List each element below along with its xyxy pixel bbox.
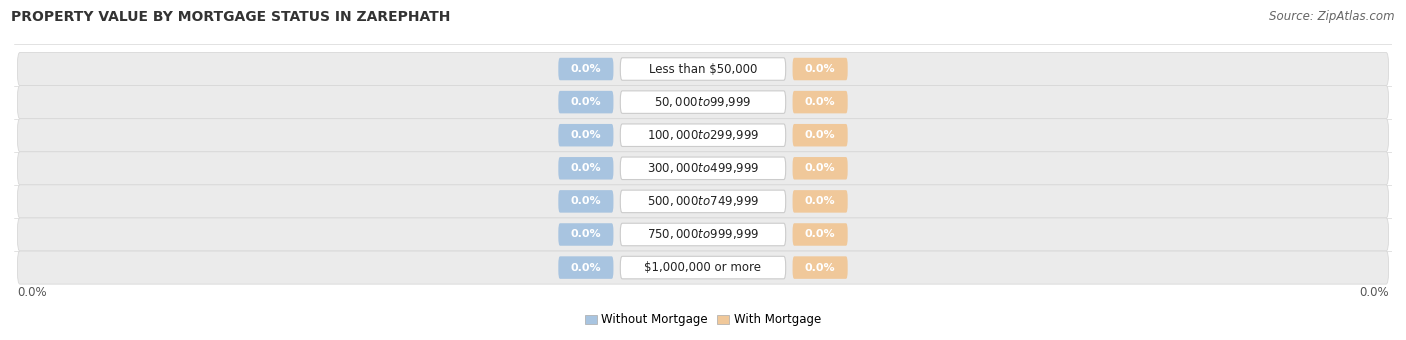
FancyBboxPatch shape: [17, 86, 1389, 119]
FancyBboxPatch shape: [620, 91, 786, 113]
Text: 0.0%: 0.0%: [804, 163, 835, 173]
FancyBboxPatch shape: [793, 91, 848, 113]
Text: 0.0%: 0.0%: [571, 130, 602, 140]
FancyBboxPatch shape: [558, 190, 613, 212]
FancyBboxPatch shape: [17, 152, 1389, 185]
FancyBboxPatch shape: [793, 124, 848, 147]
Text: $300,000 to $499,999: $300,000 to $499,999: [647, 161, 759, 175]
Text: 0.0%: 0.0%: [17, 286, 48, 299]
Text: 0.0%: 0.0%: [571, 230, 602, 239]
FancyBboxPatch shape: [620, 124, 786, 147]
Text: 0.0%: 0.0%: [571, 163, 602, 173]
FancyBboxPatch shape: [793, 256, 848, 279]
FancyBboxPatch shape: [17, 185, 1389, 218]
Text: 0.0%: 0.0%: [571, 97, 602, 107]
FancyBboxPatch shape: [558, 157, 613, 180]
Text: 0.0%: 0.0%: [804, 262, 835, 273]
FancyBboxPatch shape: [558, 124, 613, 147]
Text: 0.0%: 0.0%: [1358, 286, 1389, 299]
FancyBboxPatch shape: [620, 223, 786, 246]
FancyBboxPatch shape: [558, 58, 613, 80]
Text: 0.0%: 0.0%: [804, 97, 835, 107]
FancyBboxPatch shape: [793, 157, 848, 180]
FancyBboxPatch shape: [620, 256, 786, 279]
Text: 0.0%: 0.0%: [804, 64, 835, 74]
FancyBboxPatch shape: [558, 256, 613, 279]
FancyBboxPatch shape: [620, 190, 786, 212]
Text: Source: ZipAtlas.com: Source: ZipAtlas.com: [1270, 10, 1395, 23]
FancyBboxPatch shape: [17, 218, 1389, 251]
Text: $750,000 to $999,999: $750,000 to $999,999: [647, 227, 759, 241]
Text: PROPERTY VALUE BY MORTGAGE STATUS IN ZAREPHATH: PROPERTY VALUE BY MORTGAGE STATUS IN ZAR…: [11, 10, 450, 24]
Legend: Without Mortgage, With Mortgage: Without Mortgage, With Mortgage: [581, 309, 825, 331]
Text: $50,000 to $99,999: $50,000 to $99,999: [654, 95, 752, 109]
Text: $1,000,000 or more: $1,000,000 or more: [644, 261, 762, 274]
Text: $100,000 to $299,999: $100,000 to $299,999: [647, 128, 759, 142]
Text: 0.0%: 0.0%: [571, 197, 602, 206]
Text: 0.0%: 0.0%: [804, 130, 835, 140]
Text: 0.0%: 0.0%: [804, 197, 835, 206]
FancyBboxPatch shape: [620, 157, 786, 180]
Text: $500,000 to $749,999: $500,000 to $749,999: [647, 194, 759, 208]
Text: 0.0%: 0.0%: [571, 64, 602, 74]
FancyBboxPatch shape: [558, 91, 613, 113]
FancyBboxPatch shape: [17, 251, 1389, 284]
FancyBboxPatch shape: [793, 190, 848, 212]
FancyBboxPatch shape: [793, 58, 848, 80]
FancyBboxPatch shape: [558, 223, 613, 246]
Text: 0.0%: 0.0%: [804, 230, 835, 239]
Text: Less than $50,000: Less than $50,000: [648, 63, 758, 75]
Text: 0.0%: 0.0%: [571, 262, 602, 273]
FancyBboxPatch shape: [17, 119, 1389, 152]
FancyBboxPatch shape: [620, 58, 786, 80]
FancyBboxPatch shape: [17, 52, 1389, 86]
FancyBboxPatch shape: [793, 223, 848, 246]
